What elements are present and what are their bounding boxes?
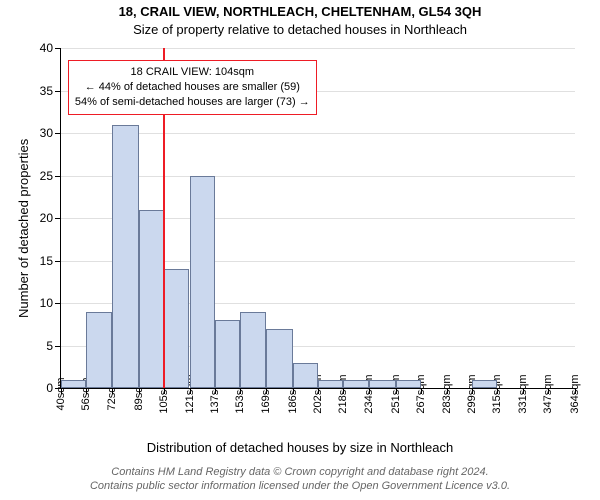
annotation-line: 18 CRAIL VIEW: 104sqm bbox=[75, 65, 310, 80]
histogram-bar bbox=[112, 125, 139, 389]
chart-subtitle: Size of property relative to detached ho… bbox=[0, 22, 600, 37]
y-tick-label: 20 bbox=[40, 211, 53, 225]
y-tick bbox=[55, 303, 61, 304]
y-tick bbox=[55, 261, 61, 262]
histogram-bar bbox=[343, 380, 368, 389]
y-tick-label: 10 bbox=[40, 296, 53, 310]
y-tick-label: 35 bbox=[40, 84, 53, 98]
y-tick bbox=[55, 133, 61, 134]
histogram-bar bbox=[190, 176, 215, 389]
x-tick-label: 364sqm bbox=[569, 374, 581, 413]
y-tick-label: 0 bbox=[46, 381, 53, 395]
histogram-bar bbox=[369, 380, 396, 389]
histogram-bar bbox=[61, 380, 86, 389]
y-tick-label: 30 bbox=[40, 126, 53, 140]
annotation-box: 18 CRAIL VIEW: 104sqm← 44% of detached h… bbox=[68, 60, 317, 115]
annotation-line: 54% of semi-detached houses are larger (… bbox=[75, 95, 310, 110]
y-tick bbox=[55, 176, 61, 177]
figure: 18, CRAIL VIEW, NORTHLEACH, CHELTENHAM, … bbox=[0, 0, 600, 500]
histogram-bar bbox=[86, 312, 111, 389]
x-tick-label: 347sqm bbox=[542, 374, 554, 413]
plot-area: 051015202530354040sqm56sqm72sqm89sqm105s… bbox=[60, 48, 575, 389]
y-tick-label: 25 bbox=[40, 169, 53, 183]
licence-caption-2: Contains public sector information licen… bbox=[0, 480, 600, 492]
histogram-bar bbox=[266, 329, 293, 389]
y-tick bbox=[55, 48, 61, 49]
y-tick bbox=[55, 346, 61, 347]
histogram-bar bbox=[293, 363, 318, 389]
histogram-bar bbox=[396, 380, 421, 389]
histogram-bar bbox=[240, 312, 265, 389]
x-tick-label: 331sqm bbox=[517, 374, 529, 413]
x-axis-label: Distribution of detached houses by size … bbox=[0, 440, 600, 455]
x-tick-label: 283sqm bbox=[441, 374, 453, 413]
y-gridline bbox=[61, 48, 575, 49]
page-title: 18, CRAIL VIEW, NORTHLEACH, CHELTENHAM, … bbox=[0, 4, 600, 19]
licence-caption-1: Contains HM Land Registry data © Crown c… bbox=[0, 466, 600, 478]
histogram-bar bbox=[215, 320, 240, 388]
y-axis-label: Number of detached properties bbox=[16, 139, 31, 318]
histogram-bar bbox=[164, 269, 189, 388]
y-tick-label: 40 bbox=[40, 41, 53, 55]
y-tick bbox=[55, 218, 61, 219]
y-tick-label: 15 bbox=[40, 254, 53, 268]
annotation-line: ← 44% of detached houses are smaller (59… bbox=[75, 80, 310, 95]
histogram-bar bbox=[318, 380, 343, 389]
y-tick-label: 5 bbox=[46, 339, 53, 353]
histogram-bar bbox=[472, 380, 497, 389]
y-tick bbox=[55, 91, 61, 92]
histogram-bar bbox=[139, 210, 164, 389]
